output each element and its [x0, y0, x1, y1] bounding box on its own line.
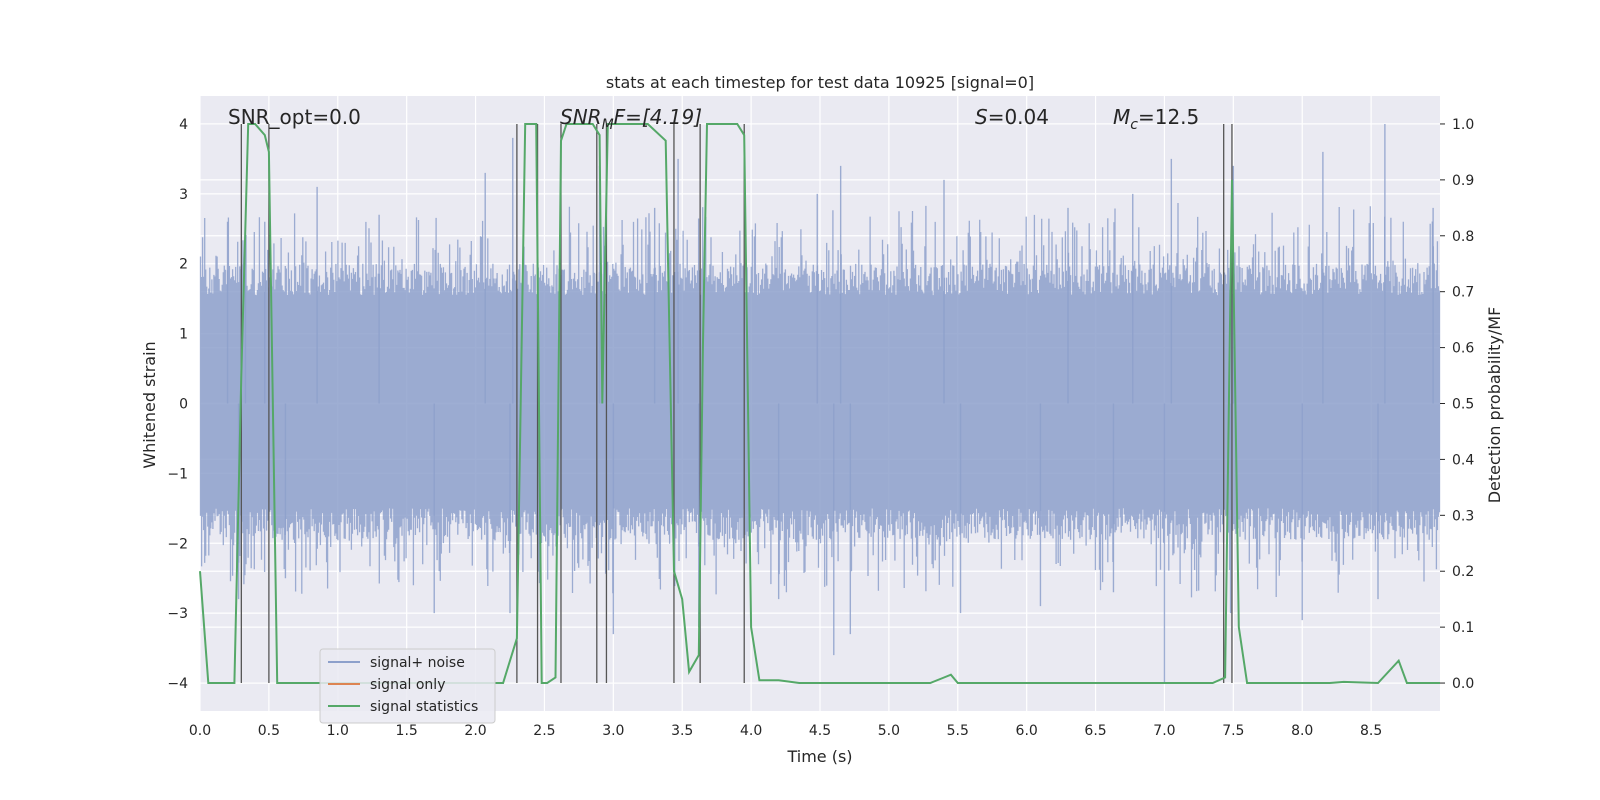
x-tick-label: 0.5	[258, 723, 280, 739]
x-axis-ticks: 0.0 0.5 1.0 1.5 2.0 2.5 3.0 3.5 4.0 4.5 5.0 5.5 6.0 6…	[189, 723, 1382, 739]
x-tick-label: 8.0	[1291, 723, 1313, 739]
x-axis-label: Time (s)	[786, 747, 852, 766]
y-right-tick-label: 0.4	[1452, 452, 1474, 468]
y-left-tick-label: 3	[179, 187, 188, 203]
y-left-tick-label: −3	[167, 606, 188, 622]
noise-series	[199, 123, 1441, 684]
x-tick-label: 5.5	[947, 723, 969, 739]
y-right-tick-label: 0.8	[1452, 229, 1474, 245]
y-right-tick-label: 0.6	[1452, 341, 1474, 357]
y-left-tick-label: −2	[167, 536, 188, 552]
legend-label-noise: signal+ noise	[370, 655, 465, 671]
x-tick-label: 1.5	[396, 723, 418, 739]
mc-annotation: Mc=12.5	[1113, 105, 1199, 133]
legend-box	[319, 648, 496, 724]
legend-label-signal: signal only	[370, 677, 445, 693]
y-right-tick-label: 0.1	[1452, 620, 1474, 636]
snr-opt-annotation: SNR_opt=0.0	[228, 105, 361, 129]
y-left-tick-label: 0	[179, 397, 188, 413]
x-tick-label: 0.0	[189, 723, 211, 739]
x-tick-label: 6.5	[1084, 723, 1106, 739]
x-tick-label: 7.5	[1222, 723, 1244, 739]
y-left-axis-ticks: −4 −3 −2 −1 0 1 2 3 4	[167, 117, 188, 692]
x-tick-label: 6.0	[1016, 723, 1038, 739]
x-tick-label: 3.5	[671, 723, 693, 739]
x-tick-label: 2.5	[533, 723, 555, 739]
y-left-tick-label: 4	[179, 117, 188, 133]
y-right-tick-label: 0.3	[1452, 508, 1474, 524]
y-right-tick-label: 0.2	[1452, 564, 1474, 580]
x-tick-label: 1.0	[327, 723, 349, 739]
x-tick-label: 2.0	[464, 723, 486, 739]
y-right-axis-label: Detection probability/MF	[1485, 307, 1504, 504]
y-right-tick-label: 0.5	[1452, 397, 1474, 413]
y-left-tick-label: −4	[167, 676, 188, 692]
x-tick-label: 4.5	[809, 723, 831, 739]
y-right-tick-label: 0.7	[1452, 285, 1474, 301]
y-left-axis-label: Whitened strain	[140, 341, 159, 468]
x-tick-label: 3.0	[602, 723, 624, 739]
y-left-tick-label: 1	[179, 327, 188, 343]
snr-mf-annotation: SNRMF=[4.19]	[560, 105, 702, 133]
legend-label-stats: signal statistics	[370, 699, 478, 715]
x-tick-label: 4.0	[740, 723, 762, 739]
y-right-tick-label: 1.0	[1452, 117, 1474, 133]
y-right-axis-ticks: 0.0 0.1 0.2 0.3 0.4 0.5 0.6 0.7 0.8 0.9 1.0	[1440, 117, 1474, 692]
y-left-tick-label: 2	[179, 257, 188, 273]
legend: signal+ noise signal only signal statist…	[319, 648, 496, 724]
y-right-tick-label: 0.0	[1452, 676, 1474, 692]
x-tick-label: 8.5	[1360, 723, 1382, 739]
x-tick-label: 7.0	[1153, 723, 1175, 739]
chart-title: stats at each timestep for test data 109…	[606, 73, 1034, 92]
y-right-tick-label: 0.9	[1452, 173, 1474, 189]
x-tick-label: 5.0	[878, 723, 900, 739]
y-left-tick-label: −1	[167, 466, 188, 482]
s-annotation: S=0.04	[975, 105, 1049, 129]
